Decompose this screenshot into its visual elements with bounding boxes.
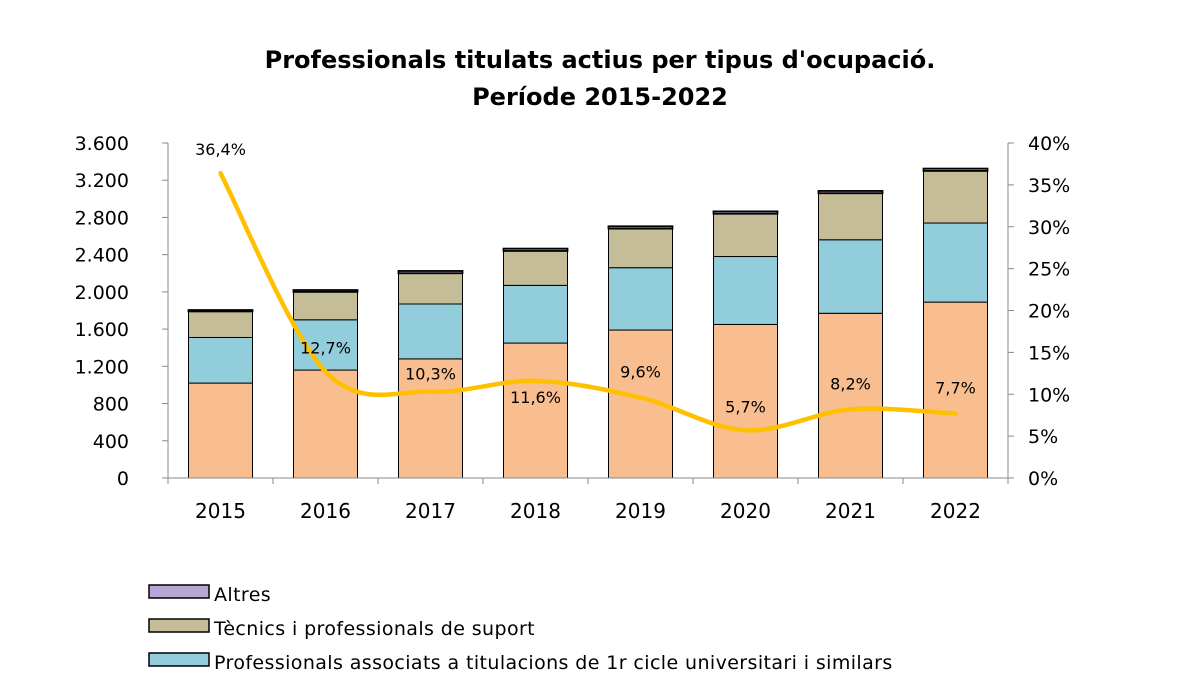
bar-2015-series-2 <box>188 310 253 338</box>
bar-2018-series-2 <box>503 250 568 286</box>
bar-2020-series-0 <box>713 323 778 479</box>
line-data-label: 11,6% <box>510 388 561 407</box>
bar-2019-series-3 <box>607 225 674 230</box>
x-tick-label: 2019 <box>615 499 666 523</box>
y-left-tick-label: 3.200 <box>75 170 129 192</box>
line-data-label: 9,6% <box>620 363 661 382</box>
bar-2020-series-1 <box>713 256 778 325</box>
legend-label: Tècnics i professionals de suport <box>213 618 535 640</box>
bar-2018-series-1 <box>503 284 568 344</box>
line-data-label: 8,2% <box>830 374 871 393</box>
y-left-tick-label: 0 <box>117 468 129 490</box>
line-data-label: 7,7% <box>935 379 976 398</box>
y-right-tick-label: 30% <box>1028 217 1070 239</box>
y-left-tick-label: 1.600 <box>75 319 129 341</box>
x-tick-label: 2015 <box>195 499 246 523</box>
bar-2015-series-1 <box>188 336 253 384</box>
line-data-label: 10,3% <box>405 365 456 384</box>
y-left-tick-label: 400 <box>93 431 129 453</box>
y-left-tick-label: 2.400 <box>75 245 129 267</box>
y-left-tick-label: 1.200 <box>75 356 129 378</box>
y-right-tick-label: 5% <box>1028 426 1058 448</box>
bar-2018-series-0 <box>503 342 568 479</box>
plot-area: 0 400 800 1.200 1.600 2.000 2.400 2.800 3.200 3.6… <box>75 133 1071 523</box>
chart-title: Professionals titulats actius per tipus … <box>265 46 936 74</box>
legend-label: Altres <box>214 584 271 606</box>
bar-2017-series-2 <box>398 272 463 305</box>
x-tick-label: 2022 <box>930 499 981 523</box>
bar-2022-series-1 <box>923 222 988 303</box>
bar-2015-series-0 <box>188 382 253 479</box>
bar-2022-series-0 <box>923 301 988 479</box>
y-left-tick-label: 2.000 <box>75 282 129 304</box>
bar-2018-series-3 <box>502 247 569 252</box>
legend-swatch <box>148 584 210 599</box>
y-right-tick-label: 35% <box>1028 175 1070 197</box>
bar-2016-series-2 <box>293 291 358 321</box>
bar-2016-series-3 <box>292 289 359 293</box>
line-series <box>218 170 958 433</box>
chart-subtitle: Període 2015-2022 <box>472 83 728 111</box>
y-left-tick-label: 800 <box>93 394 129 416</box>
x-tick-label: 2018 <box>510 499 561 523</box>
bar-2015-series-3 <box>187 309 254 313</box>
legend-swatch <box>148 618 210 633</box>
bar-2020-series-2 <box>713 213 778 258</box>
x-tick-label: 2020 <box>720 499 771 523</box>
y-right-tick-label: 10% <box>1028 384 1070 406</box>
line-data-label: 5,7% <box>725 397 766 416</box>
legend-swatch <box>148 652 210 667</box>
bar-2022-series-3 <box>922 167 989 172</box>
y-right-tick-label: 15% <box>1028 342 1070 364</box>
x-tick-label: 2021 <box>825 499 876 523</box>
bar-2017-series-1 <box>398 303 463 360</box>
legend: Altres Tècnics i professionals de suport P… <box>148 584 893 674</box>
line-data-label: 12,7% <box>300 339 351 358</box>
bar-2019-series-1 <box>608 267 673 331</box>
x-tick-label: 2017 <box>405 499 456 523</box>
x-tick-label: 2016 <box>300 499 351 523</box>
bar-2021-series-1 <box>818 239 883 314</box>
bar-2021-series-2 <box>818 192 883 241</box>
legend-label: Professionals associats a titulacions de… <box>214 652 893 674</box>
y-right-tick-label: 0% <box>1028 468 1058 490</box>
bar-2022-series-2 <box>923 170 988 224</box>
bar-2017-series-3 <box>397 270 464 275</box>
bar-2019-series-2 <box>608 228 673 269</box>
y-left-tick-label: 3.600 <box>75 133 129 155</box>
bar-2020-series-3 <box>712 210 779 215</box>
bar-2021-series-0 <box>818 312 883 479</box>
y-right-tick-label: 40% <box>1028 133 1070 155</box>
y-right-tick-label: 25% <box>1028 259 1070 281</box>
bar-2021-series-3 <box>817 190 884 195</box>
y-right-tick-label: 20% <box>1028 301 1070 323</box>
line-data-label: 36,4% <box>195 140 246 159</box>
y-left-tick-label: 2.800 <box>75 207 129 229</box>
